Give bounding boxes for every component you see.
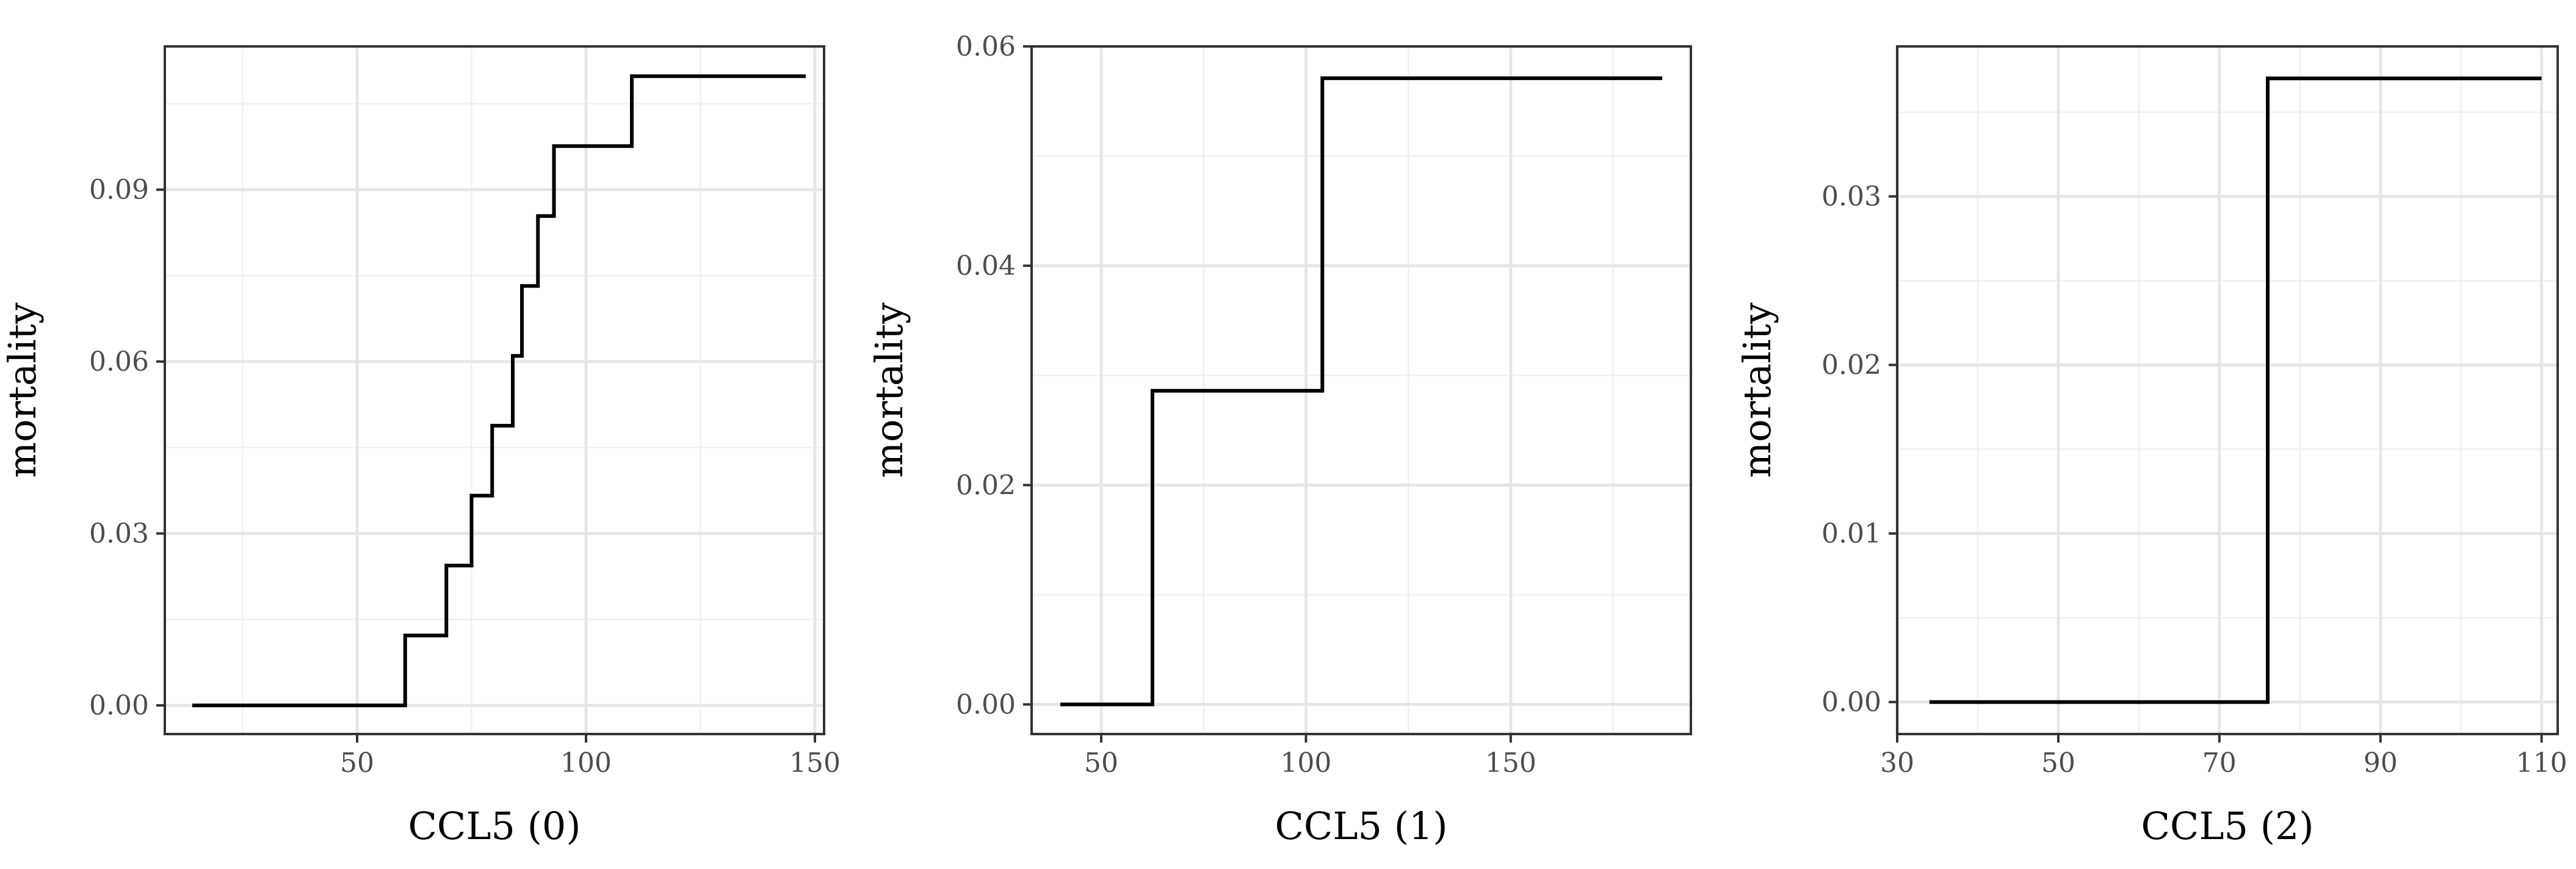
series-step-line-0 [1060, 76, 1663, 707]
x-tick-label: 50 [2041, 747, 2075, 779]
series-step-line-0 [1929, 76, 2542, 704]
panel-background [1032, 46, 1691, 734]
x-tick-label: 110 [2516, 747, 2567, 779]
x-axis-title: CCL5 (1) [1275, 804, 1447, 848]
panel-border [1030, 45, 1692, 735]
y-axis-title: mortality [0, 302, 45, 478]
chart-panel-1: 50 100 150 0.00 0.02 0.04 0.06 CCL5 (1) mortalit… [867, 31, 1692, 848]
x-tick-label: 50 [340, 747, 374, 779]
y-tick-label: 0.01 [1822, 518, 1881, 550]
y-tick-label: 0.06 [89, 346, 149, 377]
y-tick-label: 0.00 [956, 689, 1016, 721]
x-axis-title: CCL5 (2) [2141, 804, 2314, 848]
x-tick-label: 30 [1880, 747, 1914, 779]
y-axis-title: mortality [867, 302, 911, 478]
y-tick-label: 0.02 [956, 470, 1016, 501]
x-tick-label: 50 [1084, 747, 1118, 779]
chart-panel-0: 50 100 150 0.00 0.03 0.06 0.09 CCL5 (0) mortalit… [0, 45, 841, 848]
y-tick-label: 0.03 [1822, 181, 1881, 213]
y-axis-title: mortality [1735, 302, 1779, 478]
x-tick-label: 100 [1280, 747, 1331, 779]
y-tick-label: 0.09 [89, 175, 149, 206]
panel-background [1897, 46, 2558, 734]
y-tick-label: 0.06 [956, 31, 1016, 62]
panel-border [164, 45, 825, 735]
panel-background [165, 46, 824, 734]
x-tick-label: 90 [2364, 747, 2398, 779]
y-tick-label: 0.03 [89, 518, 149, 550]
y-tick-label: 0.00 [1822, 687, 1881, 718]
x-axis-title: CCL5 (0) [408, 804, 581, 848]
x-tick-label: 150 [1485, 747, 1536, 779]
y-tick-label: 0.02 [1822, 350, 1881, 381]
x-tick-label: 70 [2202, 747, 2237, 779]
x-tick-label: 150 [789, 747, 841, 779]
x-tick-label: 100 [560, 747, 612, 779]
y-tick-label: 0.04 [956, 250, 1016, 282]
y-tick-label: 0.00 [89, 690, 149, 721]
series-step-line-0 [192, 74, 806, 708]
panel-border [1896, 45, 2559, 735]
chart-panel-2: 30 50 70 90 110 0.00 0.01 0.02 0.03 CCL5 (2) morta… [1735, 45, 2567, 848]
